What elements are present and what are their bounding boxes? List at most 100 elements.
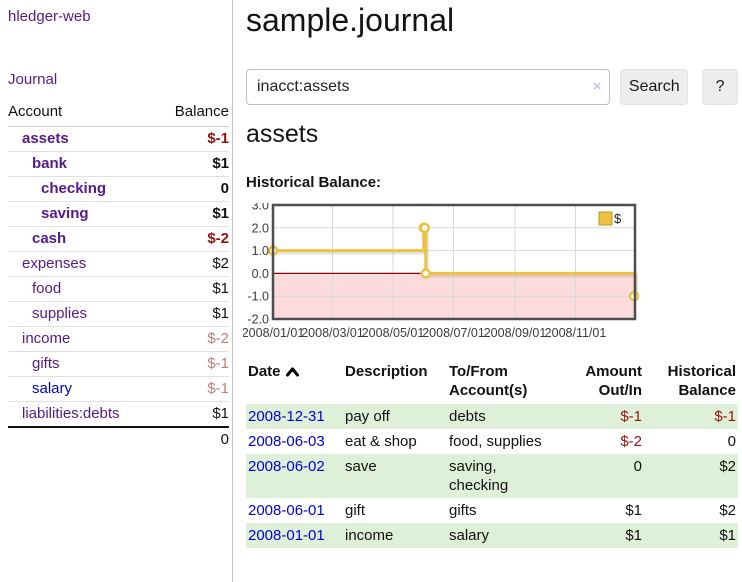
account-link[interactable]: assets (22, 130, 69, 147)
clear-search-icon[interactable]: × (592, 78, 602, 95)
svg-text:2008/05/01: 2008/05/01 (362, 326, 425, 340)
account-row: bank $1 (8, 151, 229, 177)
chart-canvas: $3.0 2.0 1.0 0.0 -1.0 -2.02008/01/012008/03/0… (242, 199, 640, 340)
account-row: supplies $1 (8, 301, 229, 327)
account-row: income $-2 (8, 326, 229, 352)
transaction-amount: $1 (625, 502, 642, 519)
account-row: liabilities:debts $1 (8, 401, 229, 428)
register-header-date[interactable]: Date (246, 360, 343, 404)
register-row: 2008-01-01 income salary $1 $1 (246, 523, 738, 548)
search-input[interactable] (246, 69, 611, 105)
svg-text:2.0: 2.0 (252, 221, 269, 235)
account-balance: $1 (156, 151, 229, 177)
account-link[interactable]: bank (32, 155, 68, 172)
account-row: cash $-2 (8, 226, 229, 252)
sort-ascending-icon (285, 363, 299, 382)
transaction-date-link[interactable]: 2008-01-01 (248, 527, 325, 544)
transaction-accounts: food, supplies (449, 433, 542, 450)
transaction-balance: $2 (719, 458, 736, 475)
account-balance: $-2 (156, 226, 229, 252)
transaction-balance: $1 (719, 527, 736, 544)
register-header-account: To/From Account(s) (449, 363, 528, 399)
account-row: expenses $2 (8, 251, 229, 277)
account-balance: $-1 (156, 351, 229, 377)
register-header-amount: Amount Out/In (585, 363, 642, 399)
transaction-date-link[interactable]: 2008-12-31 (248, 408, 325, 425)
transaction-description: save (345, 458, 377, 475)
transaction-balance: 0 (727, 433, 736, 450)
sidebar-divider (232, 0, 233, 582)
historical-balance-chart: $3.0 2.0 1.0 0.0 -1.0 -2.0 2008/01/01 2008/03/0… (242, 199, 643, 353)
svg-text:0.0: 0.0 (252, 267, 269, 281)
account-row: checking 0 (8, 176, 229, 202)
svg-text:2008/01/01: 2008/01/01 (243, 326, 304, 340)
svg-text:2008/07/01: 2008/07/01 (422, 326, 485, 340)
register-row: 2008-06-01 gift gifts $1 $2 (246, 498, 738, 523)
account-balance: $1 (156, 401, 229, 428)
account-link[interactable]: expenses (22, 255, 87, 272)
svg-text:$: $ (614, 211, 622, 226)
svg-text:2008/11/01: 2008/11/01 (545, 326, 607, 340)
transaction-description: pay off (345, 408, 390, 425)
register-header-description: Description (345, 363, 428, 380)
svg-text:2008/09/01: 2008/09/01 (484, 326, 547, 340)
register-row: 2008-06-03 eat & shop food, supplies $-2 0 (246, 429, 738, 454)
account-link[interactable]: income (22, 330, 71, 347)
account-balance: $2 (156, 251, 229, 277)
transaction-description: income (345, 527, 394, 544)
account-balance: $-2 (156, 326, 229, 352)
account-heading: assets (246, 120, 319, 148)
account-link[interactable]: checking (41, 180, 107, 197)
transaction-balance: $-1 (714, 408, 736, 425)
account-row: salary $-1 (8, 376, 229, 402)
svg-text:3.0: 3.0 (252, 203, 269, 213)
accounts-header-account: Account (8, 99, 157, 127)
search-bar: × Search ? (246, 69, 738, 105)
svg-text:2008/03/01: 2008/03/01 (301, 326, 364, 340)
page-title: sample.journal (246, 2, 455, 38)
account-link[interactable]: cash (32, 230, 67, 247)
svg-text:-1.0: -1.0 (247, 290, 269, 304)
account-row: saving $1 (8, 201, 229, 227)
transaction-amount: $-1 (620, 408, 642, 425)
account-link[interactable]: saving (41, 205, 89, 222)
register-header-balance: Historical Balance (667, 363, 736, 399)
account-link[interactable]: supplies (32, 305, 88, 322)
account-row: assets $-1 (8, 126, 229, 152)
account-balance: $1 (156, 301, 229, 327)
sidebar-item-journal[interactable]: Journal (8, 71, 58, 88)
account-link[interactable]: gifts (32, 355, 60, 372)
account-balance: $1 (156, 201, 229, 227)
transaction-amount: $-2 (620, 433, 642, 450)
transaction-description: eat & shop (345, 433, 417, 450)
transaction-date-link[interactable]: 2008-06-01 (248, 502, 325, 519)
transaction-accounts: gifts (449, 502, 477, 519)
transaction-accounts: saving, checking (449, 458, 509, 494)
accounts-total-value: 0 (156, 426, 229, 452)
account-balance: 0 (156, 176, 229, 202)
accounts-header-balance: Balance (156, 99, 229, 127)
account-balance: $-1 (156, 376, 229, 402)
help-button[interactable]: ? (702, 69, 738, 105)
transaction-balance: $2 (719, 502, 736, 519)
account-link[interactable]: salary (32, 380, 73, 397)
svg-text:-2.0: -2.0 (247, 313, 269, 327)
transaction-accounts: salary (449, 527, 490, 544)
svg-text:1.0: 1.0 (252, 244, 269, 258)
transaction-accounts: debts (449, 408, 486, 425)
search-button[interactable]: Search (620, 69, 689, 105)
account-balance: $1 (156, 276, 229, 302)
account-row: gifts $-1 (8, 351, 229, 377)
historical-balance-label: Historical Balance: (246, 174, 382, 191)
transaction-date-link[interactable]: 2008-06-03 (248, 433, 325, 450)
account-row: food $1 (8, 276, 229, 302)
register-row: 2008-06-02 save saving, checking 0 $2 (246, 454, 738, 498)
accounts-total-row: 0 (8, 426, 229, 452)
register-row: 2008-12-31 pay off debts $-1 $-1 (246, 404, 738, 429)
transaction-amount: $1 (625, 527, 642, 544)
account-link[interactable]: food (32, 280, 62, 297)
account-link[interactable]: liabilities:debts (22, 405, 120, 422)
app-title-link[interactable]: hledger-web (8, 8, 91, 25)
transaction-description: gift (345, 502, 366, 519)
transaction-date-link[interactable]: 2008-06-02 (248, 458, 325, 475)
